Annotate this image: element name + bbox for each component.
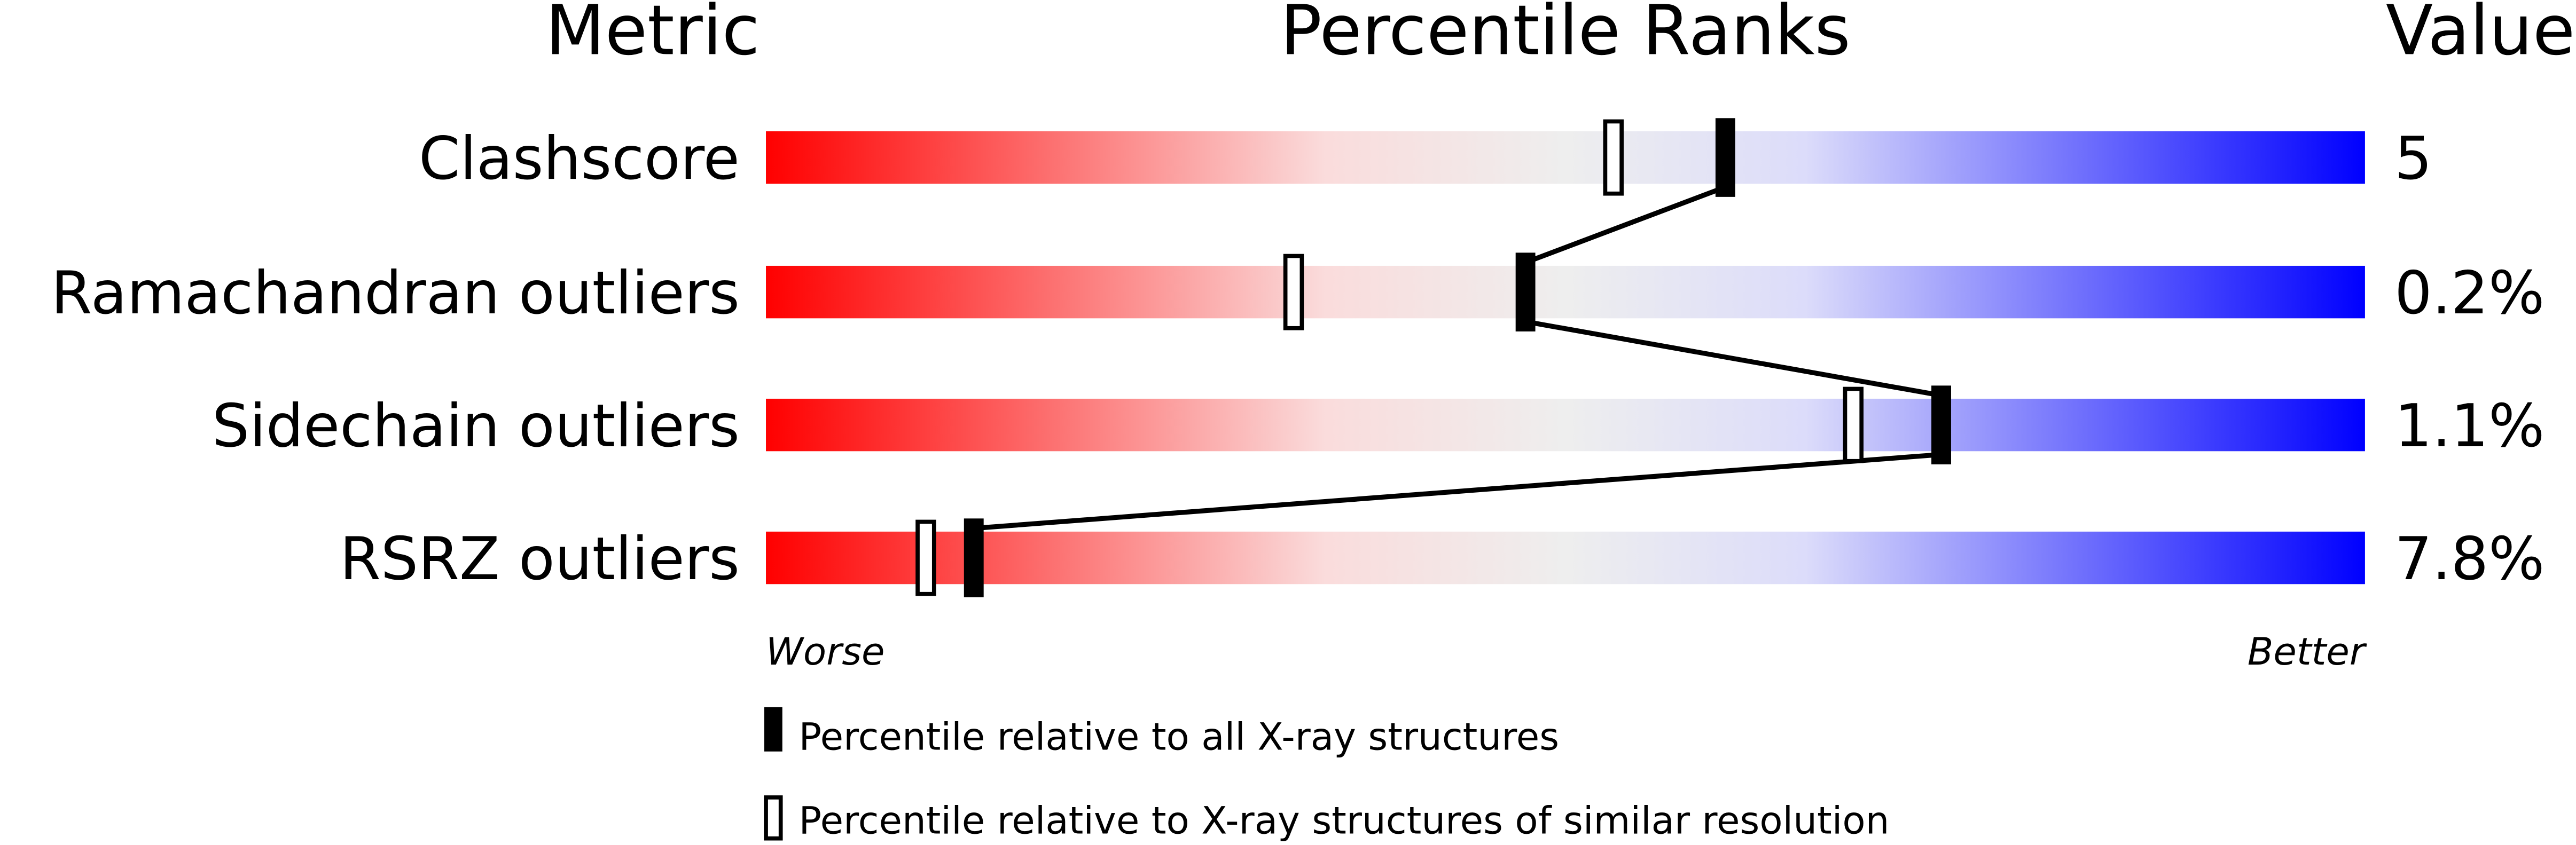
metric-label: Sidechain outliers	[212, 392, 740, 461]
legend-hollow-label: Percentile relative to X-ray structures …	[799, 798, 1890, 842]
connector-line	[1525, 319, 1942, 398]
marker-similar-resolution	[1843, 386, 1864, 463]
marker-all-structures	[964, 518, 984, 597]
metric-label: Clashscore	[419, 124, 740, 193]
metric-value: 5	[2394, 124, 2432, 193]
worse-label: Worse	[766, 629, 885, 674]
marker-all-structures	[1515, 252, 1536, 331]
better-label: Better	[2248, 629, 2367, 674]
legend-filled-label: Percentile relative to all X-ray structu…	[799, 715, 1560, 759]
connector-line	[973, 452, 1941, 531]
metric-label: Ramachandran outliers	[51, 259, 739, 328]
marker-similar-resolution	[1283, 254, 1304, 330]
percentile-bar	[766, 531, 2365, 585]
percentile-bar	[766, 265, 2365, 319]
metric-value: 7.8%	[2394, 525, 2544, 594]
legend-hollow-marker	[764, 795, 783, 841]
header-metric: Metric	[545, 0, 760, 70]
connector-line	[1524, 185, 1726, 265]
percentile-bar	[766, 131, 2365, 184]
marker-similar-resolution	[1603, 119, 1624, 196]
marker-similar-resolution	[915, 519, 936, 596]
metric-label: RSRZ outliers	[340, 525, 740, 594]
percentile-bar	[766, 398, 2365, 452]
header-value: Value	[2386, 0, 2575, 70]
metric-value: 1.1%	[2394, 392, 2544, 461]
header-percentile-ranks: Percentile Ranks	[1280, 0, 1851, 70]
metric-value: 0.2%	[2394, 259, 2544, 328]
marker-all-structures	[1931, 385, 1951, 464]
marker-all-structures	[1715, 118, 1735, 197]
legend-filled-marker	[764, 707, 782, 752]
